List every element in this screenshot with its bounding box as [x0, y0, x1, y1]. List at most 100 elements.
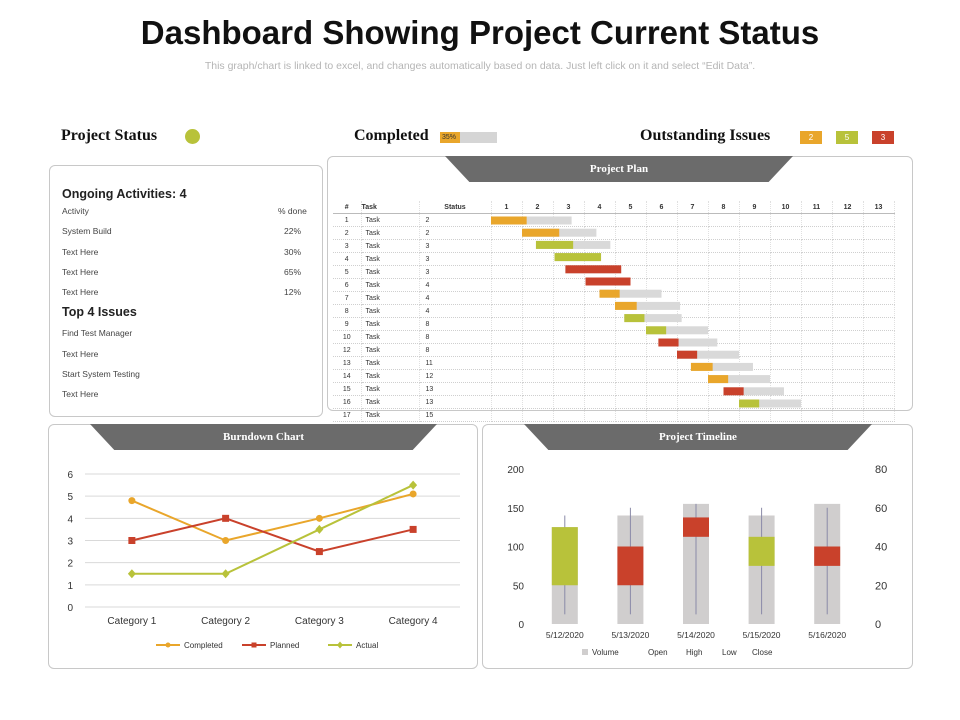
gantt-cell: 12 — [333, 343, 362, 357]
gantt-timeline-cell — [491, 304, 523, 318]
activity-percent: 12% — [284, 287, 302, 297]
timeline-tab: Project Timeline — [524, 424, 872, 450]
gantt-timeline-cell — [677, 239, 709, 253]
gantt-timeline-cell — [615, 369, 647, 383]
gantt-timeline-cell — [832, 226, 864, 240]
page-title: Dashboard Showing Project Current Status — [140, 14, 820, 51]
legend-label: Actual — [356, 641, 378, 650]
gantt-timeline-cell — [615, 382, 647, 396]
gantt-bar-progress — [723, 387, 744, 396]
y-right-tick-label: 20 — [875, 580, 887, 592]
gantt-row: 12 Task 8 — [333, 343, 895, 357]
gantt-timeline-cell — [584, 330, 616, 344]
gantt-timeline-cell — [801, 343, 833, 357]
legend-swatch — [582, 649, 588, 655]
gantt-timeline-cell — [677, 408, 709, 422]
gantt-timeline-cell — [739, 408, 771, 422]
gantt-timeline-cell — [677, 369, 709, 383]
data-point — [315, 524, 324, 534]
y-tick-label: 0 — [67, 603, 73, 614]
gantt-timeline-cell — [739, 304, 771, 318]
gantt-cell: Task — [361, 291, 420, 305]
gantt-timeline-cell — [522, 395, 554, 409]
gantt-timeline-cell — [863, 278, 895, 292]
gantt-row: 16 Task 13 — [333, 395, 895, 409]
gantt-timeline-cell — [708, 226, 740, 240]
gantt-timeline-cell — [491, 330, 523, 344]
x-tick-label: Category 4 — [389, 616, 438, 627]
gantt-bar-progress — [739, 399, 760, 408]
gantt-timeline-cell — [770, 369, 802, 383]
gantt-timeline-cell — [832, 330, 864, 344]
gantt-cell: 8 — [333, 304, 362, 318]
gantt-timeline-cell — [770, 265, 802, 279]
gantt-bar-progress — [615, 301, 637, 310]
gantt-timeline-cell — [553, 278, 585, 292]
gantt-timeline-cell — [708, 252, 740, 266]
gantt-timeline-cell — [646, 382, 678, 396]
gantt-timeline-cell — [832, 291, 864, 305]
gantt-cell: Task — [361, 239, 420, 253]
gantt-timeline-cell — [677, 304, 709, 318]
gantt-timeline-cell — [801, 226, 833, 240]
gantt-bar-progress — [491, 216, 527, 225]
gantt-cell: 13 — [419, 395, 492, 409]
gantt-timeline-cell — [615, 252, 647, 266]
gantt-timeline-cell — [584, 356, 616, 370]
gantt-timeline-cell — [522, 408, 554, 422]
gantt-header-cell: 7 — [677, 201, 709, 214]
gantt-bar-remaining — [677, 350, 739, 359]
gantt-timeline-cell — [522, 317, 554, 331]
data-point — [222, 514, 230, 522]
gantt-timeline-cell — [491, 317, 523, 331]
gantt-cell: 13 — [333, 356, 362, 370]
y-left-tick-label: 50 — [513, 581, 525, 592]
gantt-timeline-cell — [832, 304, 864, 318]
gantt-cell: 2 — [419, 226, 492, 240]
data-point — [221, 569, 230, 579]
gantt-timeline-cell — [522, 304, 554, 318]
gantt-header-cell: 2 — [522, 201, 554, 214]
gantt-timeline-cell — [553, 382, 585, 396]
gantt-bar-progress — [646, 326, 667, 335]
gantt-cell: Task — [361, 278, 420, 292]
gantt-timeline-cell — [584, 213, 616, 227]
data-point — [409, 525, 417, 533]
gantt-timeline-cell — [770, 330, 802, 344]
gantt-timeline-cell — [615, 330, 647, 344]
gantt-timeline-cell — [584, 395, 616, 409]
gantt-timeline-cell — [770, 252, 802, 266]
gantt-timeline-cell — [646, 265, 678, 279]
gantt-timeline-cell — [863, 330, 895, 344]
legend-label: High — [686, 648, 702, 657]
gantt-timeline-cell — [553, 395, 585, 409]
gantt-bar-remaining — [690, 362, 753, 371]
percent-done-column-header: % done — [278, 206, 307, 216]
gantt-timeline-cell — [832, 395, 864, 409]
gantt-timeline-cell — [801, 278, 833, 292]
x-tick-label: Category 1 — [107, 616, 156, 627]
gantt-bar-remaining — [723, 387, 784, 396]
y-left-tick-label: 200 — [507, 465, 524, 476]
gantt-timeline-cell — [770, 213, 802, 227]
y-tick-label: 6 — [67, 470, 73, 481]
gantt-timeline-cell — [832, 213, 864, 227]
gantt-timeline-cell — [801, 356, 833, 370]
gantt-timeline-cell — [863, 395, 895, 409]
gantt-timeline-cell — [522, 278, 554, 292]
gantt-timeline-cell — [708, 265, 740, 279]
gantt-cell: Task — [361, 369, 420, 383]
y-left-tick-label: 100 — [507, 543, 524, 554]
gantt-header-cell: 9 — [739, 201, 771, 214]
gantt-timeline-cell — [863, 213, 895, 227]
gantt-timeline-cell — [739, 252, 771, 266]
gantt-header-cell: 12 — [832, 201, 864, 214]
y-right-tick-label: 60 — [875, 503, 887, 515]
gantt-timeline-cell — [615, 408, 647, 422]
gantt-timeline-cell — [491, 343, 523, 357]
activity-column-header: Activity — [62, 206, 89, 216]
gantt-timeline-cell — [522, 356, 554, 370]
gantt-cell: 8 — [419, 317, 492, 331]
gantt-timeline-cell — [832, 408, 864, 422]
gantt-timeline-cell — [863, 252, 895, 266]
